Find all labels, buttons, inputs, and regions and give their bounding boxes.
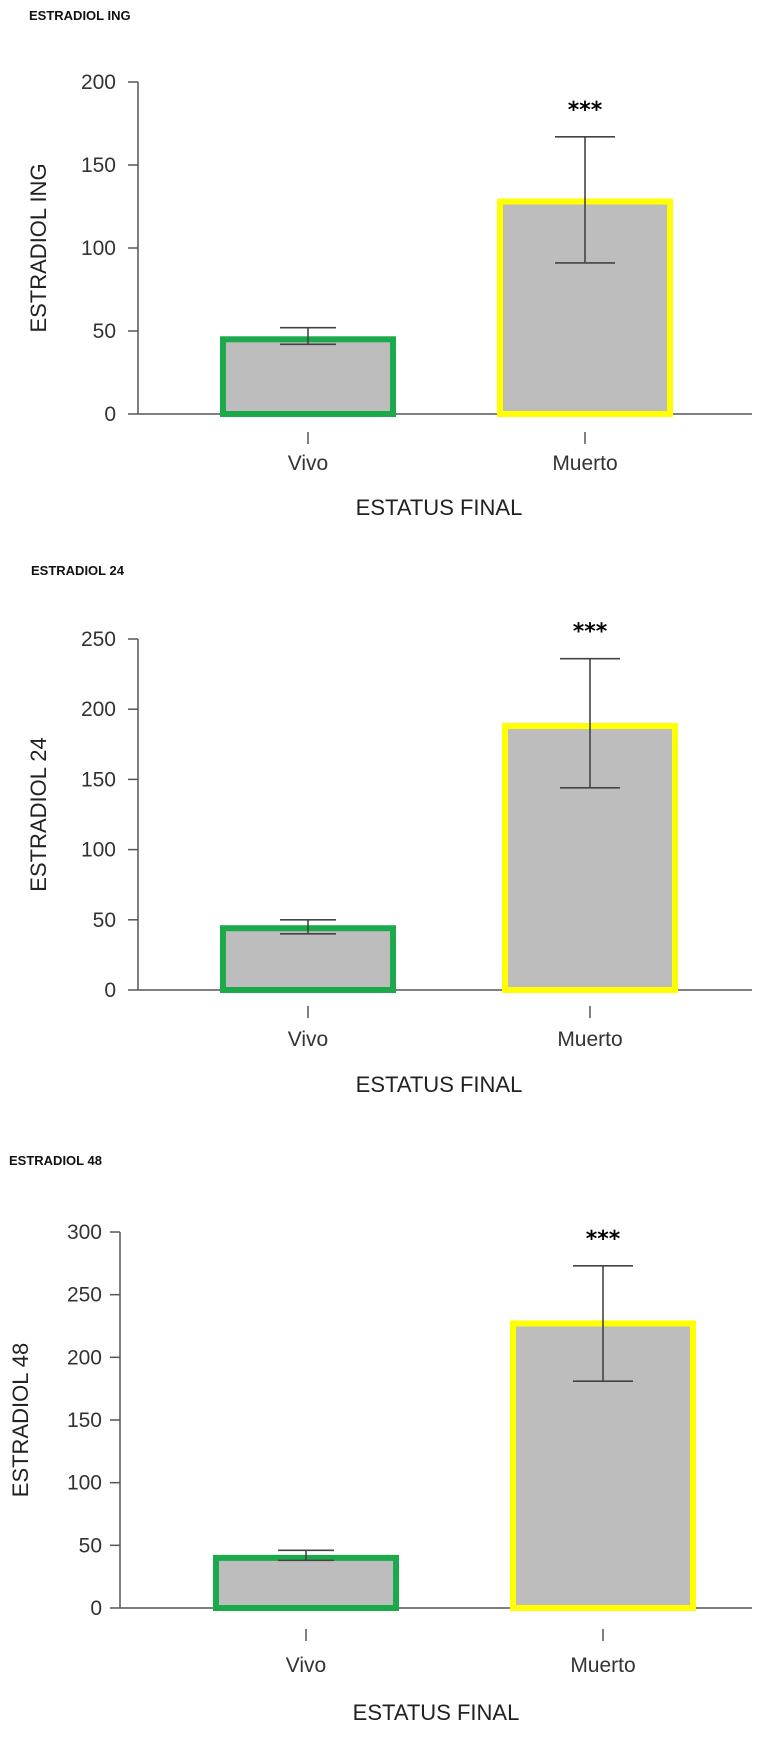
y-tick-label: 150 [81,768,116,791]
x-tick-label: Vivo [288,1028,328,1051]
bar-chart: 0 50 100 150 200 250 300 Vivo *** Muerto ESTATUS F… [8,1221,752,1725]
x-tick-label: Vivo [286,1654,326,1677]
chart-panel-1: ESTRADIOL ING 0 50 100 150 200 Vivo *** Muerto E… [0,0,768,520]
bar-muerto [502,723,678,993]
y-tick-label: 150 [81,154,116,177]
y-axis-title: ESTRADIOL 48 [8,1343,33,1497]
chart-title: ESTRADIOL ING [29,8,131,23]
y-tick-label: 100 [67,1472,102,1495]
x-axis-title: ESTATUS FINAL [356,1072,523,1097]
y-tick-label: 200 [67,1346,102,1369]
y-tick-label: 150 [67,1409,102,1432]
x-tick-label: Vivo [288,452,328,475]
x-axis-title: ESTATUS FINAL [356,495,523,520]
y-tick-label: 250 [81,628,116,651]
y-tick-label: 100 [81,237,116,260]
bar-chart: 0 50 100 150 200 250 Vivo *** Muerto ESTATUS FINA… [26,620,752,1097]
y-tick-label: 50 [93,909,116,932]
bar-vivo [213,1554,399,1612]
significance-label: *** [573,620,608,645]
y-tick-label: 100 [81,839,116,862]
y-tick-label: 0 [104,403,116,426]
x-tick-label: Muerto [557,1028,622,1051]
significance-label: *** [568,98,603,123]
y-tick-label: 50 [79,1534,102,1557]
significance-label: *** [586,1227,621,1252]
y-tick-label: 250 [67,1284,102,1307]
y-axis-title: ESTRADIOL 24 [26,737,51,891]
bar-vivo [220,336,396,417]
y-axis-title: ESTRADIOL ING [26,163,51,332]
x-axis-title: ESTATUS FINAL [353,1700,520,1725]
bar-chart: 0 50 100 150 200 Vivo *** Muerto ESTATUS FINAL ES… [26,71,752,520]
y-tick-label: 300 [67,1221,102,1244]
y-tick-label: 200 [81,71,116,94]
y-tick-label: 0 [104,979,116,1002]
bar-vivo [220,925,396,993]
y-tick-label: 200 [81,698,116,721]
y-tick-label: 50 [93,320,116,343]
chart-panel-3: ESTRADIOL 48 0 50 100 150 200 250 300 Vivo *** Mu… [0,1150,768,1739]
chart-panel-2: ESTRADIOL 24 0 50 100 150 200 250 Vivo *** Muert… [0,560,768,1120]
y-tick-label: 0 [90,1597,102,1620]
chart-title: ESTRADIOL 24 [31,563,124,578]
x-tick-label: Muerto [570,1654,635,1677]
chart-title: ESTRADIOL 48 [9,1153,102,1168]
x-tick-label: Muerto [552,452,617,475]
